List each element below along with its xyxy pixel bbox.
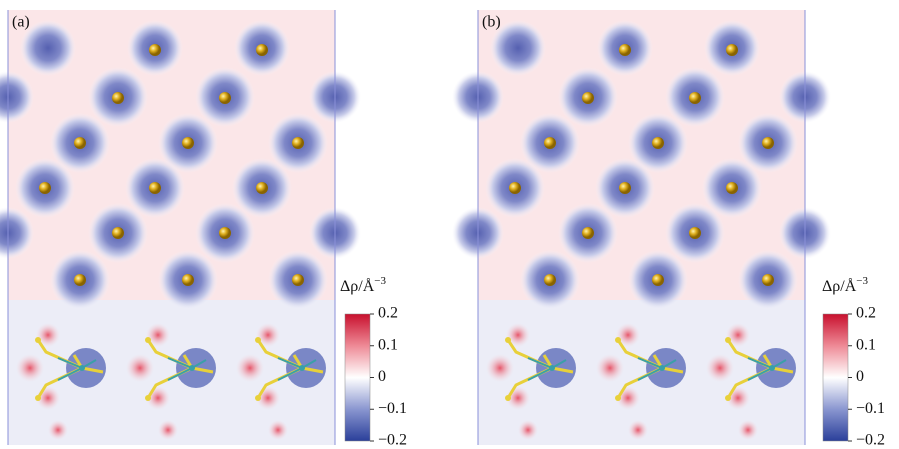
colorbar-tick-label: 0 [856, 368, 864, 385]
panel-b-map [452, 10, 831, 445]
colorbar-tick-label: 0.2 [378, 305, 398, 322]
colorbar [345, 314, 370, 441]
colorbar-title: Δρ/Å−3 [340, 275, 386, 295]
colorbar-tick-label: −0.2 [378, 432, 407, 449]
colorbar-title-base: Δρ/Å [340, 277, 375, 295]
colorbar-tick-label: 0.1 [856, 336, 876, 353]
colorbar [823, 314, 848, 441]
panel-label: (a) [12, 14, 30, 31]
figure: (a)Δρ/Å−30.20.10−0.1−0.2(b)Δρ/Å−30.20.10… [0, 0, 899, 449]
colorbar-tick-label: −0.2 [856, 432, 885, 449]
colorbar-title-exp: −3 [856, 275, 868, 287]
colorbar-title: Δρ/Å−3 [822, 275, 868, 295]
colorbar-tick-label: 0.2 [856, 305, 876, 322]
colorbar-tick-label: 0 [378, 368, 386, 385]
colorbar-tick-label: −0.1 [856, 400, 885, 417]
colorbar-title-exp: −3 [374, 275, 386, 287]
colorbar-tick-label: −0.1 [378, 400, 407, 417]
panel-label: (b) [482, 14, 501, 31]
colorbar-title-base: Δρ/Å [822, 277, 857, 295]
colorbar-tick-label: 0.1 [378, 336, 398, 353]
panel-a-map [0, 10, 361, 445]
